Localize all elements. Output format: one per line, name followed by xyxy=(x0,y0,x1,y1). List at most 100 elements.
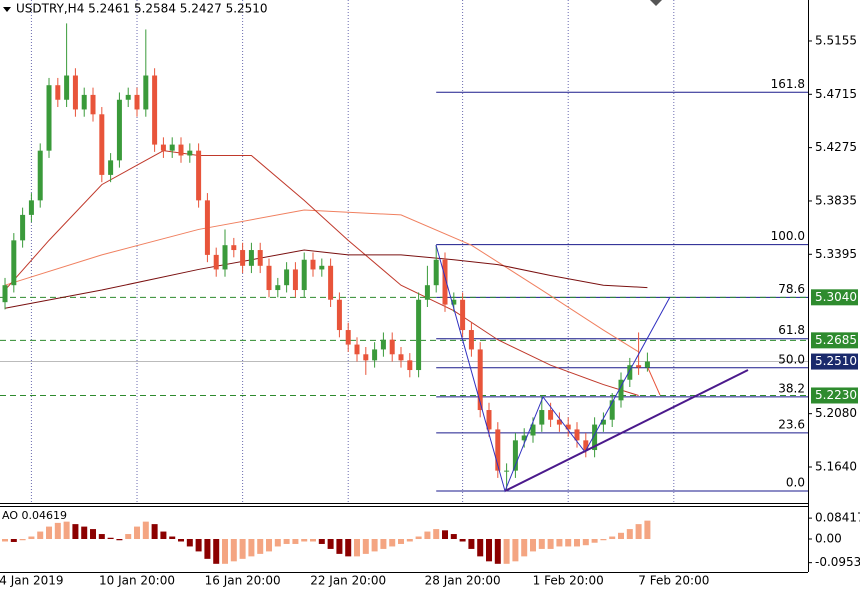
ao-bar xyxy=(582,539,589,546)
y-tick-label: 5.3835 xyxy=(815,193,857,207)
ao-bar xyxy=(521,539,528,557)
candle-body xyxy=(90,94,96,115)
price-tag xyxy=(811,289,858,306)
ao-bar xyxy=(54,522,61,540)
ao-bar xyxy=(406,539,413,542)
ao-bar xyxy=(503,539,510,564)
moving-average xyxy=(4,150,639,396)
ao-bar xyxy=(239,539,246,559)
candle-body xyxy=(240,250,246,266)
ao-bar xyxy=(626,529,633,540)
price-tag-label: 5.3040 xyxy=(815,290,857,304)
candle-body xyxy=(160,144,166,151)
y-tick-label: 5.4715 xyxy=(815,87,857,101)
candle-body xyxy=(592,424,598,451)
ao-bar xyxy=(459,539,466,542)
ao-bar xyxy=(415,536,422,540)
price-tag-label: 5.2230 xyxy=(815,388,857,402)
candle-body xyxy=(108,160,114,175)
ao-bar xyxy=(274,539,281,547)
ao-bar xyxy=(609,536,616,540)
fibo-label: 23.6 xyxy=(778,417,805,431)
x-tick-label: 10 Jan 20:00 xyxy=(99,574,175,588)
candle-body xyxy=(64,75,70,100)
candle-body xyxy=(574,429,580,441)
fibo-label: 0.0 xyxy=(786,476,805,490)
candle-body xyxy=(609,400,615,420)
ao-bar xyxy=(248,539,255,557)
candle-body xyxy=(37,150,43,201)
candle-body xyxy=(319,265,325,270)
ao-bar xyxy=(486,539,493,562)
ao-bar xyxy=(257,539,264,554)
candle-body xyxy=(565,424,571,430)
candle-body xyxy=(11,240,17,286)
ao-bar xyxy=(63,521,70,540)
candle-body xyxy=(442,259,448,305)
candle-body xyxy=(363,354,369,361)
candle-body xyxy=(213,254,219,270)
fibo-label: 61.8 xyxy=(778,323,805,337)
chart-title: USDTRY,H4 5.2461 5.2584 5.2427 5.2510 xyxy=(16,2,268,16)
ao-bar xyxy=(151,524,158,540)
candle-body xyxy=(433,259,439,286)
ao-bar xyxy=(169,536,176,540)
ao-bar xyxy=(450,534,457,540)
ao-bar xyxy=(301,539,308,542)
y-tick-label: 5.3395 xyxy=(815,247,857,261)
ao-bar xyxy=(125,534,132,540)
ao-bar xyxy=(600,539,607,541)
ao-bar xyxy=(494,539,501,564)
ao-bar xyxy=(2,539,9,542)
x-tick-label: 28 Jan 20:00 xyxy=(425,574,501,588)
candle-body xyxy=(284,269,290,286)
candle-body xyxy=(178,144,184,156)
candle-body xyxy=(407,360,413,371)
candle-body xyxy=(248,250,254,266)
mark-layer xyxy=(2,23,651,564)
candle-body xyxy=(539,410,545,425)
candle-body xyxy=(636,365,642,368)
candle-body xyxy=(72,75,78,110)
candle-body xyxy=(187,150,193,156)
candle-body xyxy=(495,429,501,471)
candle-body xyxy=(521,435,527,441)
candle-body xyxy=(143,75,149,110)
y-tick-label: 5.1640 xyxy=(815,460,857,474)
moving-average xyxy=(4,209,639,353)
ao-bar xyxy=(556,539,563,547)
ao-bar xyxy=(98,534,105,540)
ao-bar xyxy=(512,539,519,562)
candle-body xyxy=(424,285,430,300)
x-tick-label: 1 Feb 20:00 xyxy=(533,574,604,588)
ao-bar xyxy=(222,539,229,564)
candle-body xyxy=(504,470,510,472)
ao-bar xyxy=(477,539,484,557)
candle-body xyxy=(583,440,589,451)
tag-layer: 5.3040 5.2685 5.2510 5.2230 xyxy=(811,289,858,404)
ao-title: AO 0.04619 xyxy=(2,509,67,522)
fibo-label: 100.0 xyxy=(771,229,805,243)
candle-body xyxy=(372,349,378,361)
ao-bar xyxy=(81,526,88,540)
ao-bar xyxy=(28,536,35,540)
ao-bar xyxy=(283,539,290,544)
menu-arrow xyxy=(3,7,11,12)
ao-bar xyxy=(204,539,211,559)
candle-body xyxy=(231,245,237,251)
ao-bar xyxy=(19,539,26,541)
candle-body xyxy=(600,419,606,425)
candle-body xyxy=(477,349,483,411)
ao-bar xyxy=(37,531,44,540)
ao-bar xyxy=(213,539,220,564)
x-tick-label: 7 Feb 20:00 xyxy=(638,574,709,588)
candle-body xyxy=(644,361,650,368)
x-tick-label: 16 Jan 20:00 xyxy=(205,574,281,588)
ao-tick-label: 0.08417 xyxy=(815,511,860,525)
candle-body xyxy=(354,344,360,355)
x-tick-label: 22 Jan 20:00 xyxy=(310,574,386,588)
ao-bar xyxy=(354,539,361,557)
candle-body xyxy=(46,85,52,151)
ao-bar xyxy=(318,539,325,544)
